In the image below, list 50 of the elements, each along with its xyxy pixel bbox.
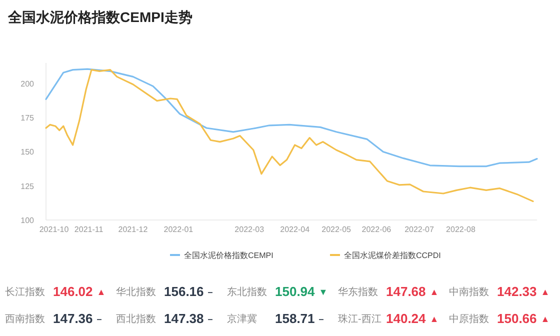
text: ▲ [430,287,439,297]
x-tick-label: 2021-10 [39,225,70,234]
text: – [208,314,213,324]
text: ▼ [318,287,328,297]
text: ▲ [96,287,106,297]
x-tick-label: 2021-12 [118,225,148,234]
category-label: 长江指数 [5,286,45,298]
y-tick-label: 125 [20,182,35,191]
legend-label: 全国水泥煤价差指数CCPDI [344,251,441,260]
x-tick-label: 2022-04 [280,225,310,234]
category-label: 华东指数 [338,286,378,298]
text: – [96,314,102,324]
x-tick-label: 2022-06 [362,225,392,234]
category-label: 京津冀 [227,313,257,325]
line-series [45,68,538,168]
line-series [45,69,534,202]
text: ▲ [540,287,550,297]
x-tick-label: 2022-01 [164,225,194,234]
data-label: 150.66 [497,311,537,326]
category-label: 中原指数 [449,313,489,325]
data-label: 147.36 [53,311,93,326]
data-label: 146.02 [53,284,93,299]
y-tick-label: 200 [20,79,35,88]
data-label: 158.71 [275,311,315,326]
y-tick-label: 100 [20,216,35,225]
data-label: 140.24 [386,311,427,326]
category-label: 珠江-西江 [338,313,382,325]
x-tick-label: 2022-05 [322,225,352,234]
x-tick-label: 2022-08 [446,225,476,234]
data-label: 147.68 [386,284,426,299]
data-label: 142.33 [497,284,537,299]
y-tick-label: 150 [20,148,35,157]
x-tick-label: 2022-07 [404,225,434,234]
category-label: 西北指数 [116,313,156,325]
text: – [318,314,324,324]
data-label: 150.94 [275,284,316,299]
y-tick-label: 175 [20,114,35,123]
text: – [208,287,213,297]
category-label: 华北指数 [116,286,156,298]
chart-title: 全国水泥价格指数CEMPI走势 [7,9,192,25]
x-tick-label: 2021-11 [74,225,104,234]
category-label: 西南指数 [5,313,45,325]
text: ▲ [540,314,550,324]
data-label: 156.16 [164,284,204,299]
category-label: 中南指数 [449,286,489,298]
text: ▲ [430,314,439,324]
legend-label: 全国水泥价格指数CEMPI [184,251,274,260]
data-label: 147.38 [164,311,204,326]
x-tick-label: 2022-03 [234,225,265,234]
category-label: 东北指数 [227,286,267,298]
